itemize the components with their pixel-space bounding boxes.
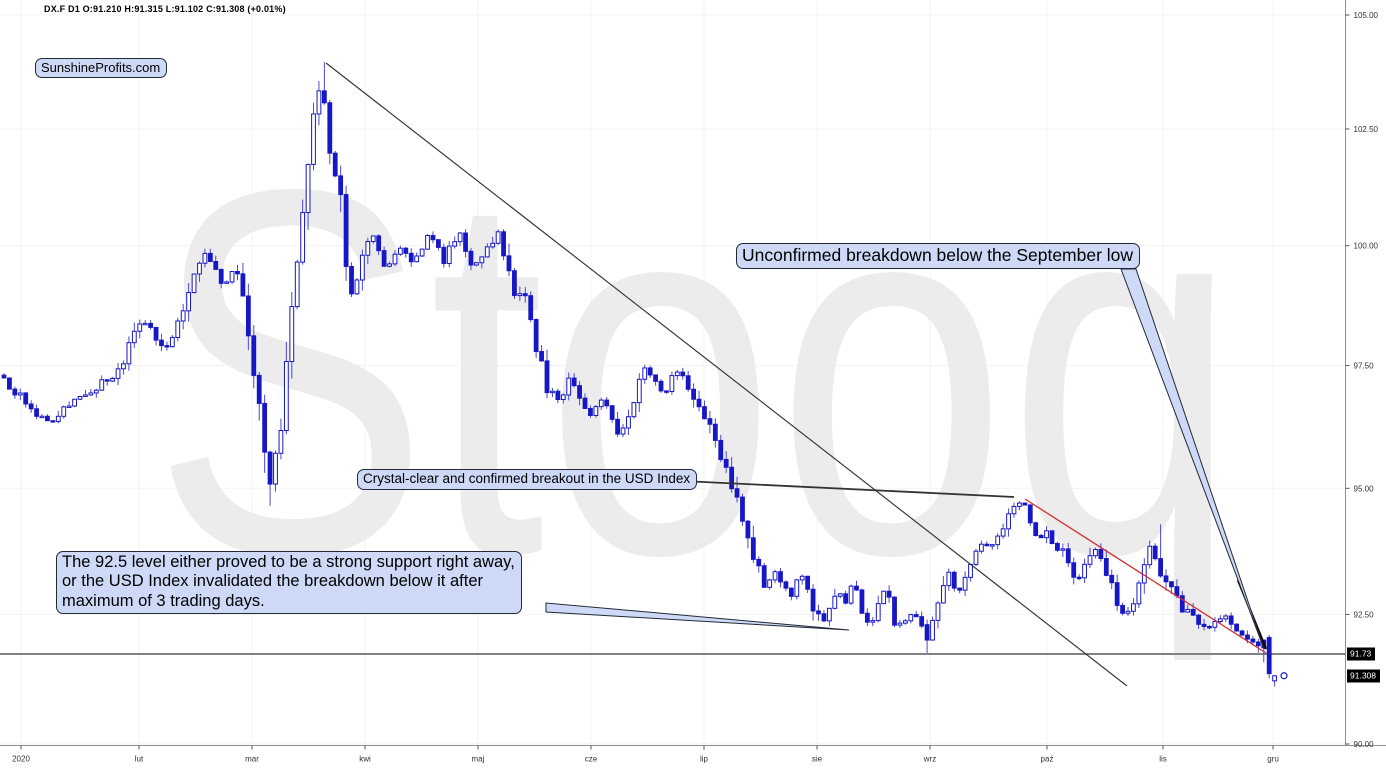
svg-text:cze: cze <box>585 755 598 764</box>
svg-text:102.50: 102.50 <box>1354 125 1379 134</box>
svg-text:100.00: 100.00 <box>1354 242 1379 251</box>
svg-text:90.00: 90.00 <box>1354 740 1375 749</box>
svg-text:lis: lis <box>1159 755 1167 764</box>
price-badge-september-low: 91.73 <box>1347 647 1376 661</box>
october-decline-red-line <box>1024 498 1267 654</box>
svg-text:105.00: 105.00 <box>1354 11 1379 20</box>
svg-text:lip: lip <box>700 755 709 764</box>
svg-text:sie: sie <box>812 755 823 764</box>
annotation-unconfirmed-breakdown: Unconfirmed breakdown below the Septembe… <box>736 243 1141 269</box>
support92-pointer <box>545 602 850 631</box>
svg-text:paź: paź <box>1041 755 1054 764</box>
annotation-text-line: The 92.5 level either proved to be a str… <box>62 553 515 571</box>
annotation-crystal-clear-breakout: Crystal-clear and confirmed breakout in … <box>357 469 698 490</box>
declining-resistance-line <box>325 62 1128 687</box>
svg-text:95.00: 95.00 <box>1354 484 1375 493</box>
svg-text:gru: gru <box>1267 755 1279 764</box>
annotation-text-line: or the USD Index invalidated the breakdo… <box>62 572 483 591</box>
candles <box>1 62 1288 687</box>
ohlc-header: DX.F D1 O:91.210 H:91.315 L:91.102 C:91.… <box>44 4 286 14</box>
svg-text:wrz: wrz <box>923 755 936 764</box>
svg-text:2020: 2020 <box>12 755 30 764</box>
callout-pointers <box>545 268 1265 650</box>
trendlines <box>325 62 1268 687</box>
svg-text:lut: lut <box>135 755 144 764</box>
annotation-92-5-support: The 92.5 level either proved to be a str… <box>56 551 522 615</box>
svg-text:92.50: 92.50 <box>1354 610 1375 619</box>
crystal-callout-connector <box>661 479 1015 498</box>
svg-text:kwi: kwi <box>359 755 371 764</box>
price-badge-last-price: 91.308 <box>1347 669 1380 683</box>
annotation-text-line: maximum of 3 trading days. <box>62 591 265 610</box>
unconfirmed-pointer <box>1120 268 1265 650</box>
svg-text:maj: maj <box>472 755 485 764</box>
sunshineprofits-label: SunshineProfits.com <box>35 58 168 79</box>
svg-text:mar: mar <box>245 755 259 764</box>
svg-text:97.50: 97.50 <box>1354 361 1375 370</box>
